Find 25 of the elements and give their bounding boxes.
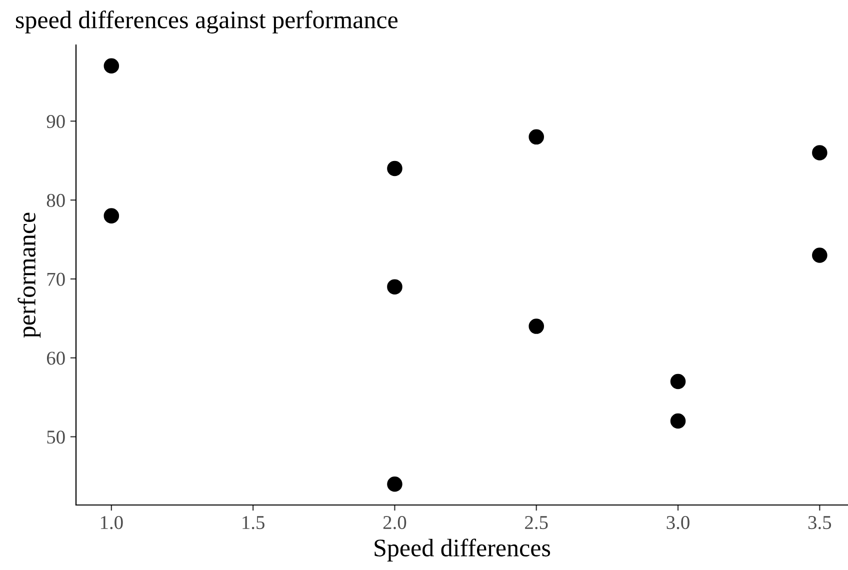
x-tick-label: 3.5: [808, 516, 832, 530]
point: [104, 58, 120, 74]
y-axis-title: performance: [18, 212, 41, 338]
point: [104, 208, 120, 224]
x-tick-label: 2.0: [383, 516, 406, 530]
chart-title: speed differences against performance: [16, 10, 398, 34]
point: [387, 476, 402, 492]
point: [528, 129, 544, 145]
point: [387, 160, 402, 176]
x-axis-title: Speed differences: [374, 538, 550, 562]
x-tick-label: 1.5: [242, 516, 264, 530]
x-tick-label: 1.0: [100, 516, 123, 530]
point: [812, 248, 828, 263]
point: [670, 413, 686, 429]
x-tick-label: 3.0: [666, 516, 690, 530]
x-tick-label: 2.5: [525, 516, 548, 530]
point: [387, 279, 402, 294]
y-tick-label: 80: [46, 194, 65, 207]
y-tick-label: 60: [46, 352, 65, 365]
point: [812, 145, 828, 160]
point: [528, 318, 544, 334]
y-tick-label: 90: [46, 114, 65, 128]
point: [670, 374, 686, 390]
y-tick-label: 50: [47, 430, 65, 444]
y-tick-label: 70: [47, 272, 65, 286]
